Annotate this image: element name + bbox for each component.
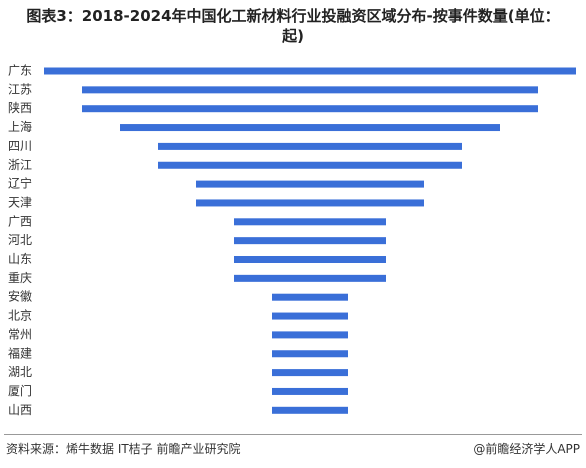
brand-note: @前瞻经济学人APP [473,442,580,456]
category-label: 陕西 [8,100,32,115]
bar [196,180,424,188]
bar [82,86,538,94]
bar [272,293,348,301]
bar [272,369,348,377]
category-label: 四川 [8,139,32,153]
bar [234,274,386,282]
category-label: 天津 [8,195,32,209]
category-label: 安徽 [8,289,32,304]
category-label: 常州 [8,327,32,341]
bar [196,199,424,207]
category-label: 广西 [8,214,32,228]
bar [272,312,348,320]
category-label: 福建 [8,345,32,360]
category-label: 重庆 [8,271,32,285]
bar [82,105,538,113]
bar [272,387,348,395]
bar [272,350,348,358]
source-note: 资料来源：烯牛数据 IT桔子 前瞻产业研究院 [6,442,241,456]
bar [158,161,462,169]
category-label: 广东 [8,64,32,78]
bar [234,256,386,263]
bar [44,67,576,75]
category-label: 河北 [8,233,32,247]
category-label: 江苏 [8,82,32,96]
category-label: 浙江 [8,158,32,172]
bar [272,331,348,339]
bar [234,218,386,226]
chart-title: 图表3：2018-2024年中国化工新材料行业投融资区域分布-按事件数量(单位：… [26,7,560,45]
category-label: 厦门 [8,383,32,398]
bar [158,142,462,150]
category-label: 湖北 [8,364,32,379]
category-label: 上海 [8,119,32,134]
category-label: 北京 [8,309,32,323]
bar [234,237,386,245]
bar [272,406,348,414]
category-label: 山东 [8,252,32,266]
category-label: 山西 [8,403,32,417]
category-label: 辽宁 [8,176,32,191]
bar [120,124,500,132]
footer-rule [4,434,582,435]
